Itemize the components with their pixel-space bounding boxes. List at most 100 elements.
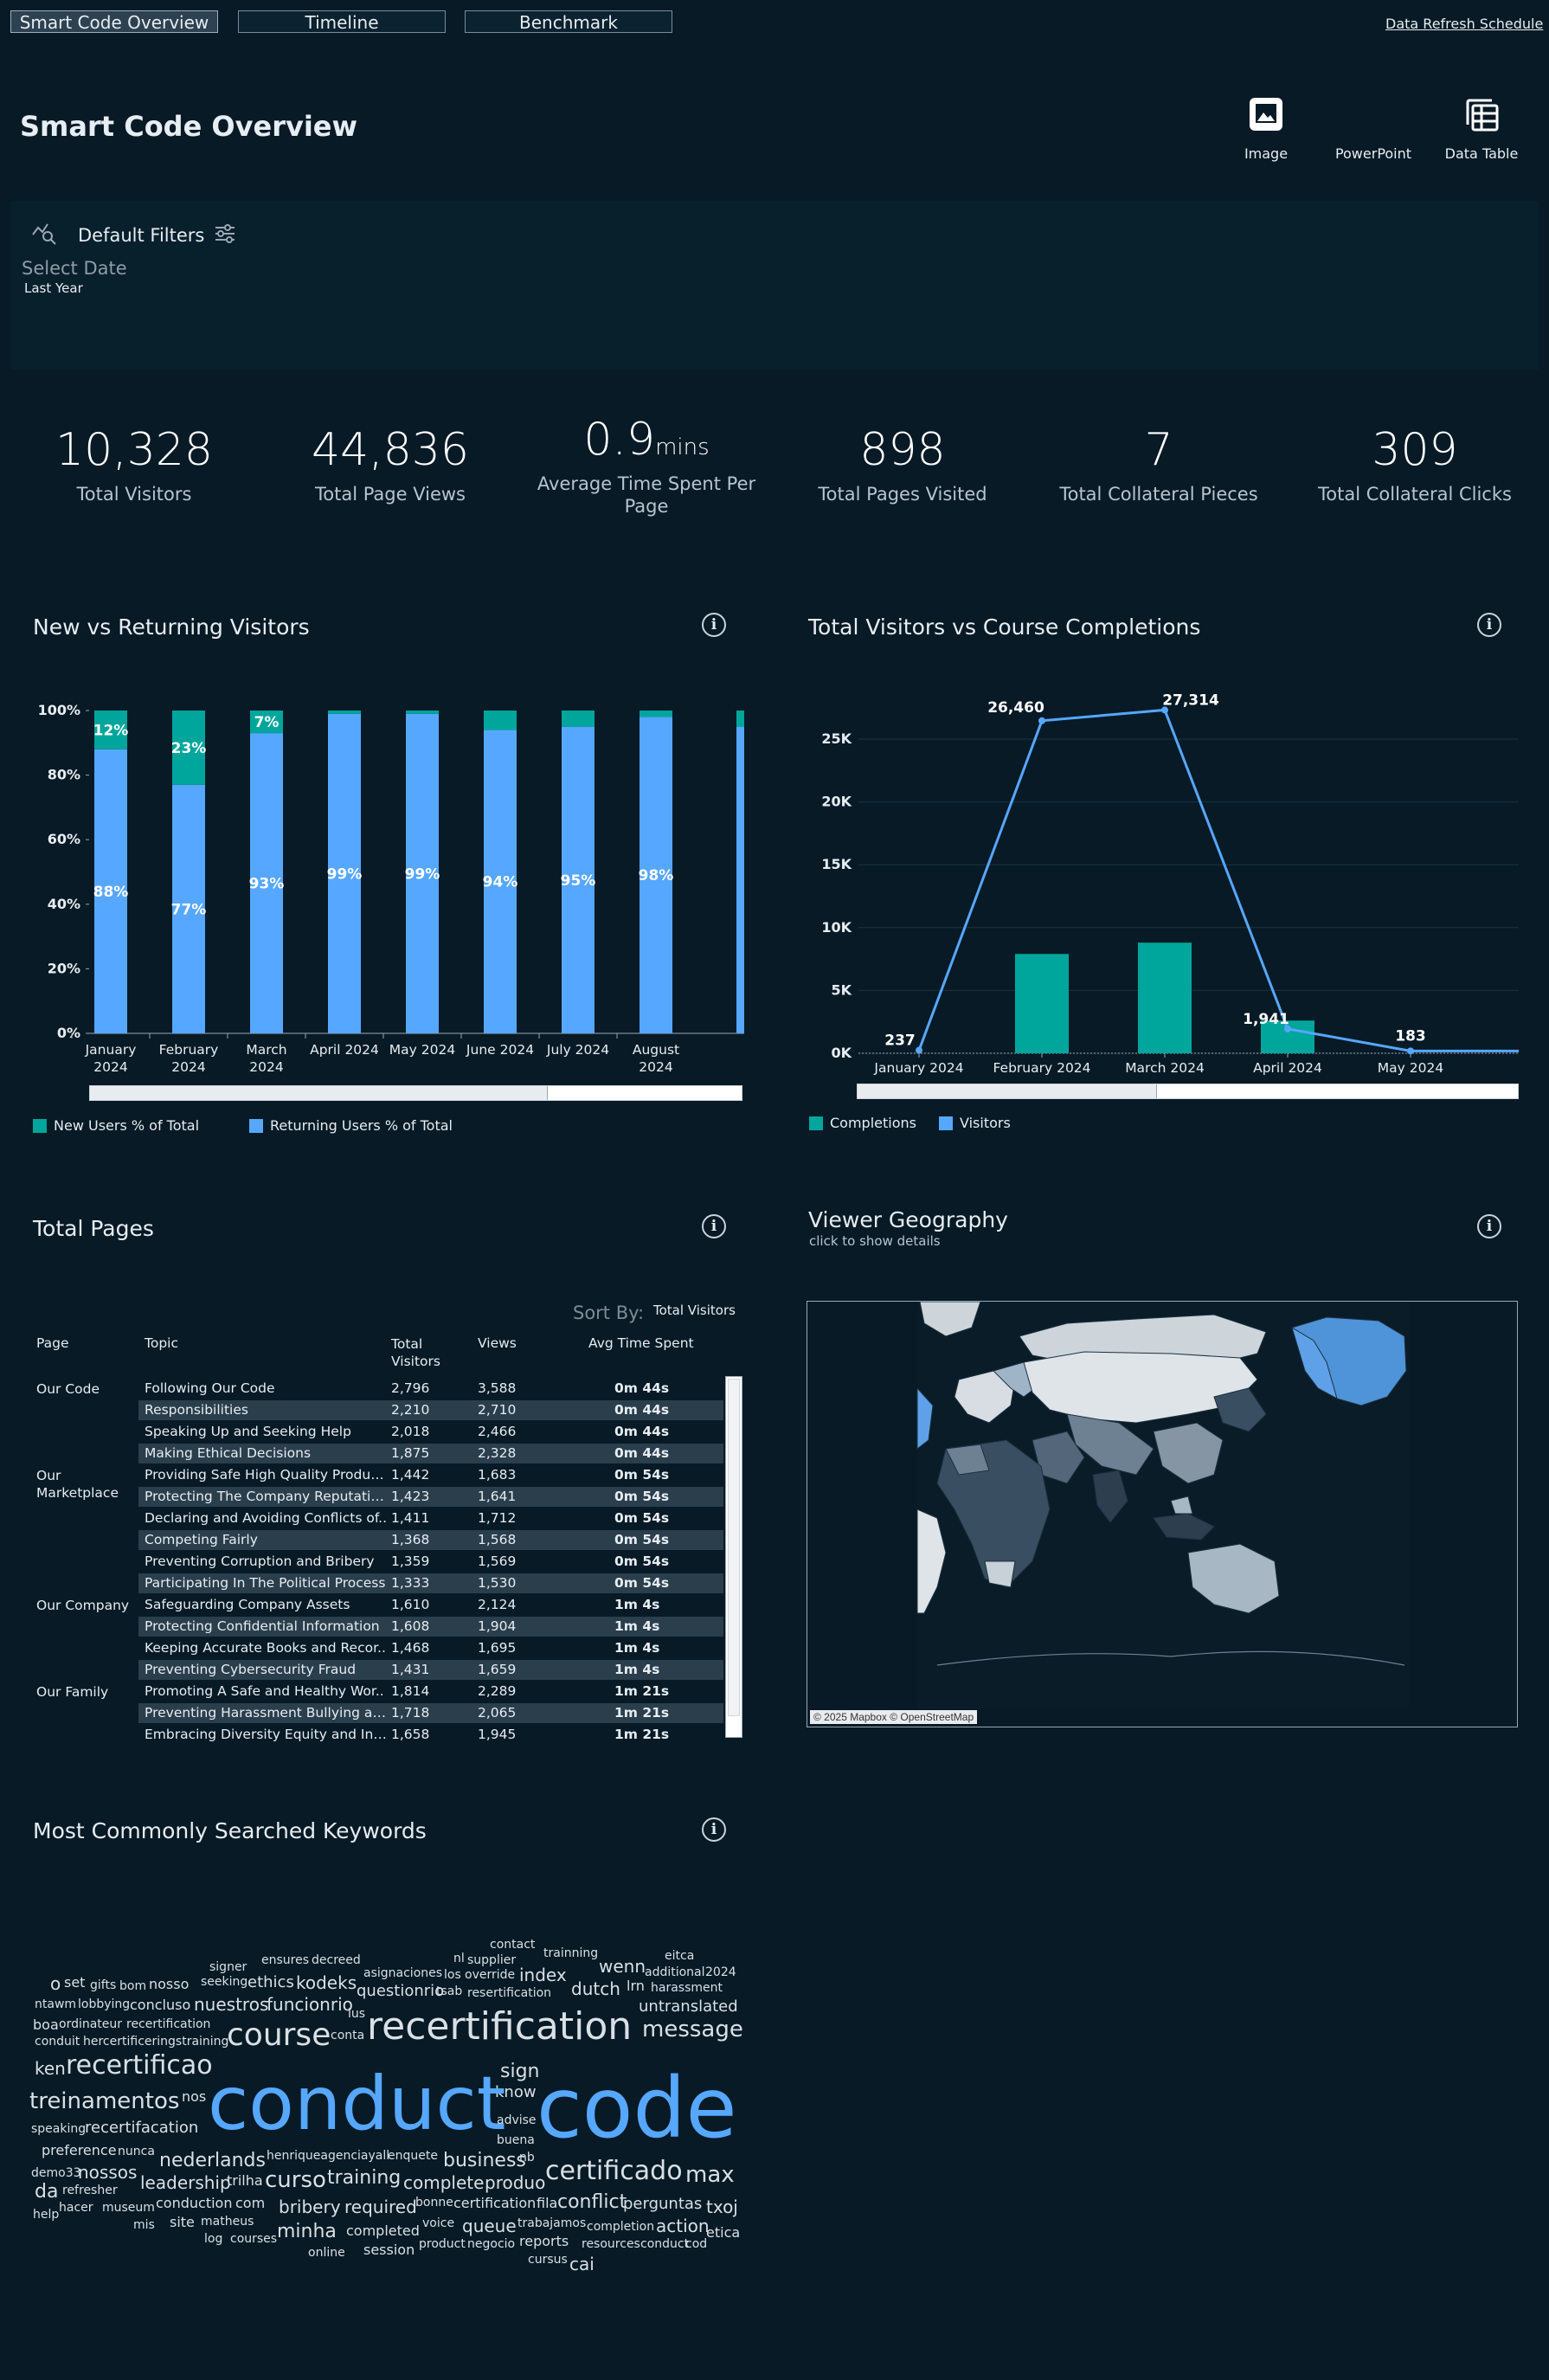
keyword[interactable]: training — [327, 2167, 402, 2189]
keyword[interactable]: tsab — [436, 1984, 463, 1998]
keyword[interactable]: da — [35, 2181, 59, 2203]
keyword[interactable]: trainning — [543, 1946, 599, 1960]
keyword[interactable]: certificado — [545, 2156, 683, 2186]
keyword[interactable]: nl — [453, 1952, 465, 1965]
keyword[interactable]: preference — [42, 2142, 117, 2158]
keyword[interactable]: ordinateur — [59, 2017, 123, 2031]
keyword[interactable]: kodeks — [296, 1972, 357, 1993]
col-header-total-visitors[interactable]: Total Visitors — [391, 1336, 440, 1369]
keyword[interactable]: sign — [500, 2061, 540, 2082]
date-filter-value[interactable]: Last Year — [24, 280, 83, 296]
data-refresh-schedule-link[interactable]: Data Refresh Schedule — [1385, 16, 1544, 32]
table-scrollbar[interactable] — [725, 1376, 742, 1738]
keyword[interactable]: harassment — [651, 1981, 723, 1995]
keyword[interactable]: nos — [182, 2088, 207, 2105]
keyword[interactable]: mis — [133, 2218, 155, 2232]
keyword[interactable]: certification — [453, 2195, 537, 2211]
keyword[interactable]: completion — [587, 2220, 655, 2234]
keyword[interactable]: index — [519, 1965, 567, 1985]
keyword[interactable]: henriqueagenciayall — [267, 2149, 390, 2163]
keyword[interactable]: code — [537, 2060, 737, 2157]
keyword[interactable]: o — [50, 1973, 61, 1994]
legend-visitors[interactable]: Visitors — [939, 1115, 1011, 1131]
keyword[interactable]: boa — [33, 2017, 59, 2033]
keyword[interactable]: lus — [348, 2007, 366, 2021]
table-row[interactable]: Speaking Up and Seeking Help 2,018 2,466 0m… — [138, 1422, 723, 1442]
scrollbar-thumb[interactable] — [90, 1086, 548, 1100]
keyword[interactable]: treinamentos — [29, 2088, 180, 2114]
table-row[interactable]: Embracing Diversity Equity and Inc.. 1,65… — [138, 1725, 723, 1745]
keyword[interactable]: action — [656, 2216, 710, 2236]
keyword[interactable]: bribery — [279, 2197, 341, 2217]
keyword[interactable]: cod — [685, 2237, 708, 2251]
keyword[interactable]: required — [344, 2197, 417, 2217]
keyword[interactable]: nuestros — [194, 1994, 269, 2015]
keyword[interactable]: bom — [119, 1979, 147, 1993]
info-icon[interactable]: i — [702, 1214, 726, 1238]
keyword[interactable]: negocio — [467, 2237, 516, 2251]
keyword[interactable]: conflict — [557, 2191, 627, 2213]
scrollbar-thumb[interactable] — [728, 1379, 740, 1716]
keyword[interactable]: hacer — [59, 2201, 93, 2215]
keyword[interactable]: ken — [35, 2058, 66, 2079]
table-row[interactable]: Preventing Cybersecurity Fraud 1,431 1,659… — [138, 1660, 723, 1680]
keyword[interactable]: course — [227, 2017, 331, 2053]
keyword[interactable]: eitca — [665, 1949, 695, 1963]
keyword[interactable]: message — [642, 2017, 743, 2042]
table-row[interactable]: Protecting Confidential Information 1,608… — [138, 1617, 723, 1637]
keyword[interactable]: demo33 — [31, 2166, 81, 2180]
scrollbar-thumb[interactable] — [858, 1084, 1157, 1098]
keyword[interactable]: log — [204, 2232, 223, 2246]
keyword[interactable]: set — [64, 1974, 86, 1991]
keyword[interactable]: override — [465, 1968, 516, 1982]
keyword[interactable]: reports — [519, 2233, 569, 2249]
col-header-views[interactable]: Views — [478, 1335, 517, 1351]
keyword[interactable]: nb — [519, 2151, 535, 2165]
keyword[interactable]: courses — [230, 2232, 278, 2246]
keyword[interactable]: conduction — [156, 2195, 233, 2211]
table-row[interactable]: Competing Fairly 1,368 1,568 0m 54s — [138, 1530, 723, 1550]
keyword[interactable]: product — [419, 2237, 466, 2251]
keyword[interactable]: ethics — [247, 1973, 294, 1991]
keyword[interactable]: complete — [403, 2172, 485, 2193]
keyword[interactable]: site — [170, 2214, 195, 2230]
keyword[interactable]: nunca — [118, 2145, 155, 2158]
keyword[interactable]: enquete — [388, 2149, 438, 2163]
chart-scrollbar[interactable] — [857, 1084, 1519, 1099]
keyword[interactable]: dutch — [571, 1978, 620, 1999]
legend-new-users[interactable]: New Users % of Total — [33, 1117, 199, 1134]
keyword[interactable]: nederlands — [159, 2150, 266, 2171]
tab-benchmark[interactable]: Benchmark — [465, 10, 672, 33]
keyword[interactable]: ensures — [261, 1953, 310, 1967]
keyword[interactable]: gifts — [90, 1978, 117, 1992]
table-row[interactable]: Providing Safe High Quality Products 1,44… — [138, 1465, 723, 1485]
keyword[interactable]: speaking — [31, 2122, 87, 2136]
keyword[interactable]: help — [33, 2208, 60, 2222]
keyword[interactable]: museum — [102, 2201, 155, 2215]
keyword[interactable]: signer — [209, 1960, 247, 1974]
keyword[interactable]: session — [363, 2242, 415, 2258]
keyword[interactable]: recertification — [126, 2017, 211, 2031]
legend-returning-users[interactable]: Returning Users % of Total — [249, 1117, 453, 1134]
keyword[interactable]: asignaciones — [363, 1966, 443, 1980]
keyword[interactable]: fila — [537, 2195, 558, 2211]
export-image-button[interactable]: Image — [1218, 93, 1314, 162]
world-map[interactable]: © 2025 Mapbox © OpenStreetMap — [807, 1301, 1518, 1727]
keyword[interactable]: ntawm — [35, 1997, 77, 2011]
info-icon[interactable]: i — [1477, 613, 1501, 637]
info-icon[interactable]: i — [1477, 1214, 1501, 1238]
keyword[interactable]: trabajamos — [517, 2216, 587, 2230]
keyword[interactable]: queue — [462, 2216, 517, 2236]
tab-smart-code-overview[interactable]: Smart Code Overview — [10, 10, 218, 33]
keyword[interactable]: recertification — [367, 2004, 633, 2049]
keyword[interactable]: concluso — [130, 1997, 191, 2013]
keyword[interactable]: recertifacation — [85, 2119, 199, 2137]
keyword[interactable]: online — [308, 2246, 345, 2260]
keyword[interactable]: lrn — [627, 1978, 645, 1994]
keyword[interactable]: cai — [569, 2254, 595, 2274]
keyword[interactable]: additional — [645, 1965, 705, 1979]
keyword[interactable]: know — [495, 2083, 537, 2101]
keyword[interactable]: nosso — [149, 1976, 190, 1992]
table-row[interactable]: Preventing Harassment Bullying an.. 1,718… — [138, 1703, 723, 1723]
table-row[interactable]: Declaring and Avoiding Conflicts of.. 1,4… — [138, 1508, 723, 1528]
